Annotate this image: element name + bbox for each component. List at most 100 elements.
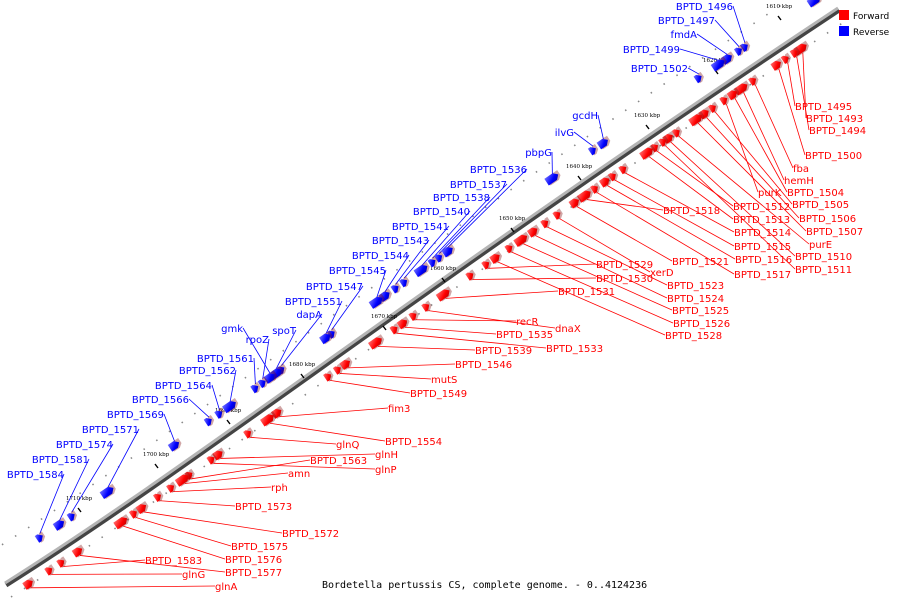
forward-leader xyxy=(347,363,456,369)
forward-gene-label: BPTD_1494 xyxy=(809,126,866,137)
forward-gene-label: BPTD_1504 xyxy=(787,188,844,199)
forward-gene-label: recR xyxy=(516,317,539,328)
forward-gene xyxy=(598,174,612,188)
forward-gene-label: BPTD_1546 xyxy=(455,360,512,371)
forward-leader xyxy=(250,436,337,445)
reverse-leader xyxy=(403,225,450,279)
forward-leader xyxy=(497,261,666,336)
forward-gene xyxy=(435,286,452,302)
scale-tick xyxy=(226,419,231,425)
forward-gene xyxy=(733,80,750,96)
forward-leader xyxy=(787,62,796,107)
forward-gene-label: BPTD_1523 xyxy=(667,281,724,292)
reverse-leader xyxy=(687,67,699,75)
reverse-gene xyxy=(806,0,823,8)
forward-leader xyxy=(734,98,788,193)
forward-gene-label: BPTD_1575 xyxy=(231,542,288,553)
reverse-leader xyxy=(211,384,220,410)
reverse-leader xyxy=(732,5,746,43)
reverse-gene-label: BPTD_1537 xyxy=(450,180,507,191)
forward-leader xyxy=(656,150,734,207)
forward-gene xyxy=(770,57,784,71)
forward-gene-label: BPTD_1510 xyxy=(795,252,852,263)
reverse-gene xyxy=(596,135,611,150)
forward-gene-label: BPTD_1500 xyxy=(805,151,862,162)
forward-gene-label: fim3 xyxy=(388,404,410,415)
reverse-leader xyxy=(242,327,271,374)
forward-gene-label: BPTD_1573 xyxy=(235,502,292,513)
forward-gene-label: BPTD_1515 xyxy=(734,242,791,253)
forward-gene xyxy=(707,101,719,114)
forward-gene-label: BPTD_1572 xyxy=(282,529,339,540)
reverse-gene xyxy=(733,44,745,56)
forward-gene xyxy=(260,411,277,427)
reverse-gene-label: BPTD_1545 xyxy=(329,266,386,277)
forward-leader xyxy=(664,145,796,270)
reverse-gene-label: fmdA xyxy=(671,30,698,41)
reverse-leader xyxy=(59,458,90,521)
reverse-leader xyxy=(331,285,364,330)
reverse-guide-dots xyxy=(0,0,791,547)
forward-gene-label: BPTD_1528 xyxy=(665,331,722,342)
reverse-gene xyxy=(319,330,333,345)
reverse-gene xyxy=(368,293,385,309)
reverse-gene xyxy=(413,261,430,278)
forward-gene-label: BPTD_1516 xyxy=(735,255,792,266)
forward-gene xyxy=(166,481,177,493)
forward-leader xyxy=(697,122,807,232)
reverse-leader xyxy=(376,269,387,298)
forward-gene-label: BPTD_1507 xyxy=(806,227,863,238)
forward-guide-dots xyxy=(10,21,845,598)
forward-gene xyxy=(789,46,801,59)
forward-gene-label: purE xyxy=(809,240,832,251)
forward-gene xyxy=(22,576,36,590)
forward-gene xyxy=(465,269,476,281)
scale-label: 1650 kbp xyxy=(499,216,526,222)
forward-gene-label: fba xyxy=(793,164,809,175)
scale-label: 1670 kbp xyxy=(371,314,398,320)
forward-gene xyxy=(568,195,582,209)
forward-leader xyxy=(404,326,497,335)
reverse-leader xyxy=(597,114,604,140)
forward-gene-label: BPTD_1514 xyxy=(734,228,791,239)
legend-forward-label: Forward xyxy=(853,12,889,22)
scale-tick xyxy=(510,227,515,233)
forward-gene xyxy=(206,453,217,465)
reverse-gene-label: BPTD_1496 xyxy=(676,2,733,13)
forward-leader xyxy=(428,310,556,329)
reverse-gene-label: pbpG xyxy=(525,148,552,159)
reverse-leader xyxy=(421,210,471,267)
scale-label: 1630 kbp xyxy=(634,113,661,119)
reverse-gene xyxy=(99,483,116,500)
forward-gene-label: BPTD_1517 xyxy=(734,270,791,281)
scale-tick xyxy=(300,373,305,379)
forward-gene xyxy=(650,141,661,153)
scale-tick xyxy=(645,124,650,130)
forward-gene xyxy=(726,87,740,101)
forward-leader xyxy=(270,422,386,442)
forward-gene-label: BPTD_1583 xyxy=(145,556,202,567)
forward-gene xyxy=(658,135,669,147)
reverse-gene-label: BPTD_1499 xyxy=(623,45,680,56)
forward-gene xyxy=(408,309,419,322)
reverse-gene xyxy=(257,376,269,389)
forward-gene-label: BPTD_1495 xyxy=(795,102,852,113)
forward-gene xyxy=(671,126,683,138)
reverse-gene xyxy=(222,397,239,414)
forward-gene-label: BPTD_1535 xyxy=(496,330,553,341)
forward-gene xyxy=(135,501,149,515)
reverse-leader xyxy=(679,48,719,61)
forward-gene xyxy=(552,208,563,220)
reverse-gene xyxy=(66,510,78,522)
scale-tick xyxy=(777,15,782,21)
forward-leader xyxy=(523,243,673,311)
genome-backbone xyxy=(4,6,839,585)
legend-reverse-label: Reverse xyxy=(853,28,890,38)
forward-leader xyxy=(330,380,411,394)
forward-gene-label: rph xyxy=(271,483,288,494)
forward-leader xyxy=(511,251,674,324)
scale-label: 1700 kbp xyxy=(143,452,170,458)
reverse-gene-label: BPTD_1562 xyxy=(179,366,236,377)
reverse-leader xyxy=(253,357,256,385)
reverse-gene xyxy=(427,255,438,268)
